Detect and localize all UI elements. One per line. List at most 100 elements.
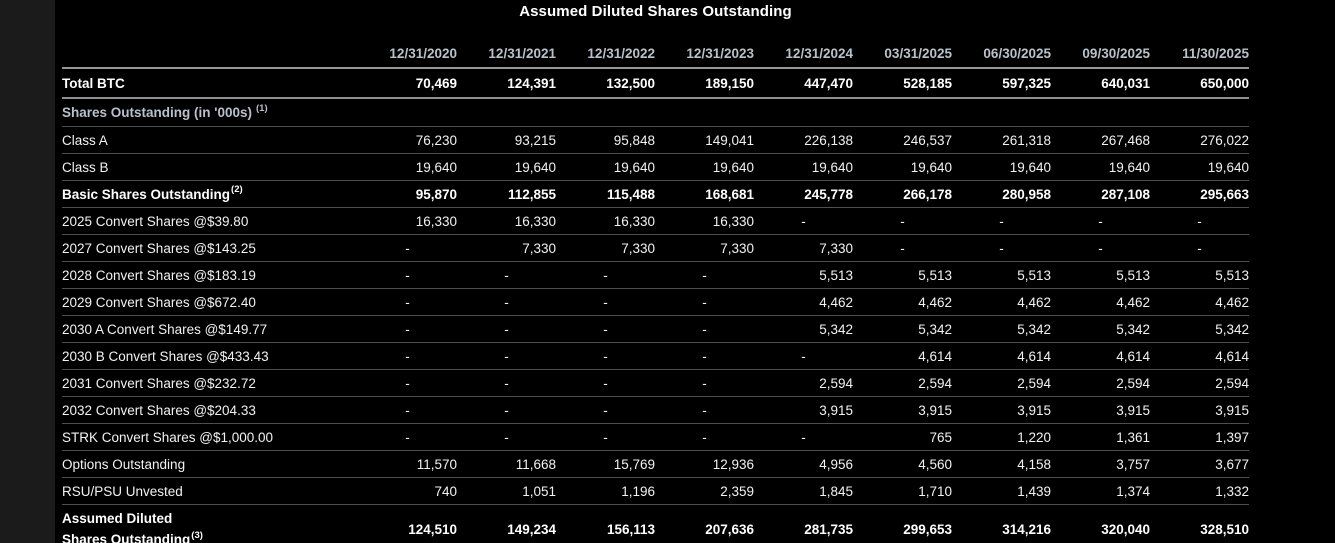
value-cell: 16,330: [358, 207, 457, 235]
value-cell: 328,510: [1150, 504, 1249, 543]
value-cell: 207,636: [655, 504, 754, 543]
table-row: 2029 Convert Shares @$672.40- - - -4,462 4,4…: [62, 288, 1249, 316]
value-cell: -: [556, 288, 655, 316]
value-cell: 3,915: [1150, 396, 1249, 424]
value-cell: 1,361: [1051, 423, 1150, 451]
value-cell: 447,470: [754, 68, 853, 99]
column-header-date: 11/30/2025: [1150, 40, 1249, 69]
value-cell: 112,855: [457, 180, 556, 208]
value-cell: 19,640: [457, 153, 556, 181]
row-label-cell: 2030 B Convert Shares @$433.43: [62, 342, 358, 370]
value-cell: 2,594: [952, 369, 1051, 397]
value-cell: -: [556, 315, 655, 343]
value-cell: 276,022: [1150, 126, 1249, 154]
row-label: Class B: [62, 159, 109, 175]
row-label: RSU/PSU Unvested: [62, 483, 183, 499]
value-cell: 1,439: [952, 477, 1051, 505]
row-label: STRK Convert Shares @$1,000.00: [62, 429, 274, 445]
row-label-cell: Options Outstanding: [62, 450, 358, 478]
value-cell: 124,510: [358, 504, 457, 543]
value-cell: 281,735: [754, 504, 853, 543]
footnote-marker: (1): [256, 102, 268, 114]
value-cell: 267,468: [1051, 126, 1150, 154]
row-label-cell: STRK Convert Shares @$1,000.00: [62, 423, 358, 451]
value-cell: 70,469: [358, 68, 457, 99]
value-cell: 740: [358, 477, 457, 505]
row-label-cell: Class B: [62, 153, 358, 181]
value-cell: 3,915: [853, 396, 952, 424]
value-cell: -: [457, 342, 556, 370]
value-cell: 5,342: [754, 315, 853, 343]
value-cell: 1,196: [556, 477, 655, 505]
table-row: Basic Shares Outstanding(2) 95,870 112,855…: [62, 180, 1249, 208]
value-cell: 11,570: [358, 450, 457, 478]
value-cell: 7,330: [457, 234, 556, 262]
value-cell: -: [655, 315, 754, 343]
row-label-cell: 2029 Convert Shares @$672.40: [62, 288, 358, 316]
value-cell: 16,330: [655, 207, 754, 235]
column-header-date: 12/31/2021: [457, 40, 556, 69]
row-label: 2027 Convert Shares @$143.25: [62, 240, 256, 256]
row-label-cell: Basic Shares Outstanding(2): [62, 180, 358, 208]
value-cell: 19,640: [655, 153, 754, 181]
value-cell: -: [853, 234, 952, 262]
value-cell: -: [754, 423, 853, 451]
column-header-date: 12/31/2020: [358, 40, 457, 69]
value-cell: 295,663: [1150, 180, 1249, 208]
value-cell: 19,640: [952, 153, 1051, 181]
row-label-cell: 2028 Convert Shares @$183.19: [62, 261, 358, 289]
value-cell: 15,769: [556, 450, 655, 478]
value-cell: -: [457, 423, 556, 451]
value-cell: -: [655, 369, 754, 397]
value-cell: 1,710: [853, 477, 952, 505]
value-cell: -: [1051, 234, 1150, 262]
table-row: 2030 A Convert Shares @$149.77- - - -5,342 5…: [62, 315, 1249, 343]
column-header-date: 09/30/2025: [1051, 40, 1150, 69]
table-row: Assumed Diluted Shares Outstanding(3) 124,…: [62, 504, 1249, 543]
value-cell: 4,614: [1150, 342, 1249, 370]
value-cell: 12,936: [655, 450, 754, 478]
value-cell: 149,234: [457, 504, 556, 543]
value-cell: 5,513: [754, 261, 853, 289]
column-header-date: 12/31/2024: [754, 40, 853, 69]
value-cell: 4,158: [952, 450, 1051, 478]
value-cell: 19,640: [1051, 153, 1150, 181]
value-cell: 19,640: [754, 153, 853, 181]
value-cell: 4,462: [754, 288, 853, 316]
value-cell: 5,342: [952, 315, 1051, 343]
value-cell: -: [358, 396, 457, 424]
value-cell: 320,040: [1051, 504, 1150, 543]
column-header-date: 12/31/2023: [655, 40, 754, 69]
value-cell: 5,513: [1150, 261, 1249, 289]
value-cell: 314,216: [952, 504, 1051, 543]
value-cell: 19,640: [1150, 153, 1249, 181]
value-cell: 76,230: [358, 126, 457, 154]
table-header: 12/31/2020 12/31/2021 12/31/2022 12/31/2023…: [62, 40, 1249, 69]
value-cell: 1,397: [1150, 423, 1249, 451]
value-cell: 1,845: [754, 477, 853, 505]
value-cell: 2,594: [754, 369, 853, 397]
value-cell: 765: [853, 423, 952, 451]
value-cell: 149,041: [655, 126, 754, 154]
value-cell: -: [457, 369, 556, 397]
row-label-cell: Total BTC: [62, 68, 358, 99]
value-cell: -: [457, 261, 556, 289]
value-cell: 156,113: [556, 504, 655, 543]
row-label: Basic Shares Outstanding(2): [62, 184, 243, 202]
value-cell: 5,513: [853, 261, 952, 289]
header-row: 12/31/2020 12/31/2021 12/31/2022 12/31/2023…: [62, 40, 1249, 69]
table-row: RSU/PSU Unvested 740 1,051 1,196 2,359 1,845 1…: [62, 477, 1249, 505]
column-header-date: 12/31/2022: [556, 40, 655, 69]
row-label: 2032 Convert Shares @$204.33: [62, 402, 256, 418]
value-cell: -: [556, 396, 655, 424]
row-label: Assumed Diluted: [62, 511, 173, 526]
value-cell: -: [358, 261, 457, 289]
row-label: Class A: [62, 132, 108, 148]
row-label-cell: 2030 A Convert Shares @$149.77: [62, 315, 358, 343]
value-cell: 4,614: [1051, 342, 1150, 370]
value-cell: 3,915: [754, 396, 853, 424]
value-cell: -: [556, 423, 655, 451]
row-label: Shares Outstanding (in '000s) (1): [62, 102, 268, 120]
value-cell: 4,462: [1150, 288, 1249, 316]
value-cell: 2,359: [655, 477, 754, 505]
